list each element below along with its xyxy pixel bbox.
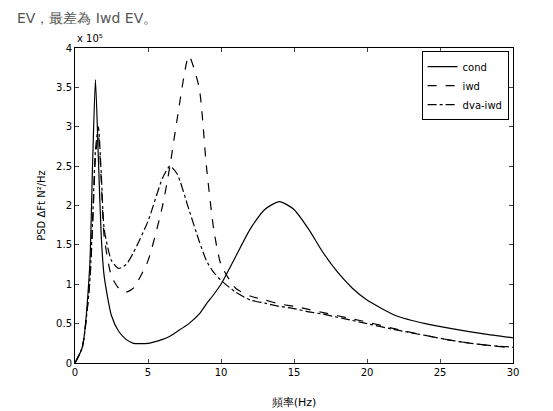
svg-text:0: 0 — [66, 358, 72, 369]
svg-text:3: 3 — [66, 121, 72, 132]
svg-text:dva-iwd: dva-iwd — [463, 100, 502, 111]
svg-text:PSD ΔFt N²/Hz: PSD ΔFt N²/Hz — [36, 170, 47, 241]
svg-text:1.5: 1.5 — [56, 239, 72, 250]
svg-text:3.5: 3.5 — [56, 82, 72, 93]
svg-text:2: 2 — [66, 200, 72, 211]
svg-text:25: 25 — [434, 367, 447, 378]
svg-text:2.5: 2.5 — [56, 161, 72, 172]
svg-text:10: 10 — [215, 367, 228, 378]
svg-text:30: 30 — [507, 367, 520, 378]
svg-text:20: 20 — [361, 367, 374, 378]
svg-text:0: 0 — [72, 367, 78, 378]
svg-text:1: 1 — [66, 279, 72, 290]
svg-text:cond: cond — [463, 62, 487, 73]
svg-text:15: 15 — [288, 367, 301, 378]
svg-text:0.5: 0.5 — [56, 318, 72, 329]
svg-text:5: 5 — [145, 367, 151, 378]
svg-text:頻率(Hz): 頻率(Hz) — [272, 396, 317, 409]
svg-text:4: 4 — [66, 43, 72, 54]
svg-text:EV，最差為 Iwd EV。: EV，最差為 Iwd EV。 — [17, 10, 157, 26]
svg-text:iwd: iwd — [463, 81, 480, 92]
svg-text:x 10⁵: x 10⁵ — [77, 33, 103, 44]
